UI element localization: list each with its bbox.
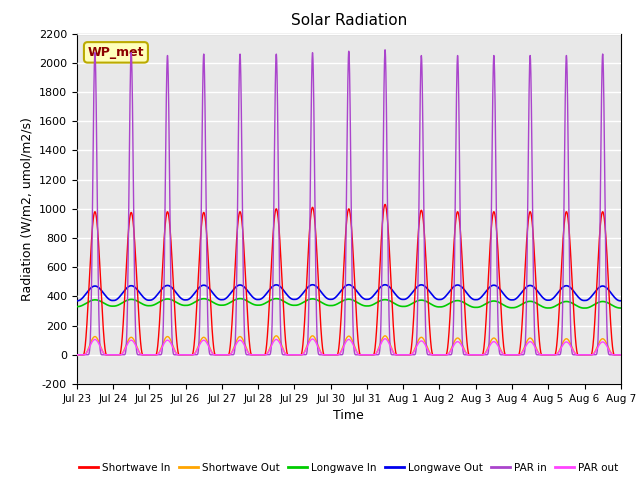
X-axis label: Time: Time <box>333 409 364 422</box>
Text: WP_met: WP_met <box>88 46 144 59</box>
Y-axis label: Radiation (W/m2, umol/m2/s): Radiation (W/m2, umol/m2/s) <box>20 117 33 301</box>
Legend: Shortwave In, Shortwave Out, Longwave In, Longwave Out, PAR in, PAR out: Shortwave In, Shortwave Out, Longwave In… <box>76 458 622 477</box>
Title: Solar Radiation: Solar Radiation <box>291 13 407 28</box>
